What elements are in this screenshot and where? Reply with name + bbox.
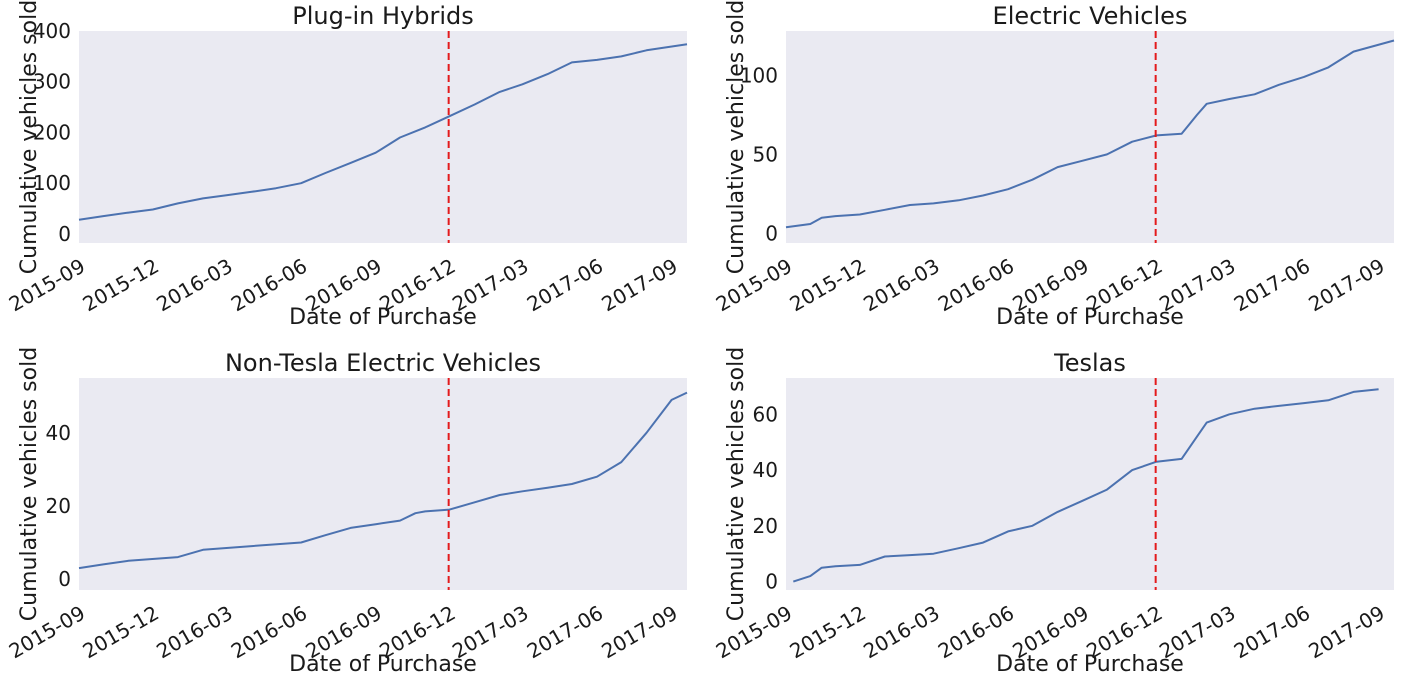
x-tick-label: 2015-12 <box>78 601 162 664</box>
series-line <box>785 39 1395 229</box>
chart-panel: 01002003004002015-092015-122016-032016-0… <box>5 0 688 330</box>
y-tick-label: 20 <box>46 494 71 518</box>
y-tick-label: 300 <box>33 70 71 94</box>
series-line <box>792 388 1379 583</box>
y-tick-label: 20 <box>753 514 778 538</box>
chart-panel: 0501002015-092015-122016-032016-062016-0… <box>712 0 1395 330</box>
y-tick-label: 0 <box>58 567 71 591</box>
y-tick-label: 100 <box>740 63 778 87</box>
x-tick-label: 2017-06 <box>523 601 607 664</box>
y-tick-label: 400 <box>33 19 71 43</box>
x-tick-label: 2015-12 <box>785 254 869 317</box>
x-axis-label: Date of Purchase <box>289 652 477 677</box>
y-tick-label: 0 <box>58 222 71 246</box>
series-line <box>78 43 688 221</box>
y-tick-label: 40 <box>753 458 778 482</box>
x-tick-label: 2017-09 <box>1304 254 1388 317</box>
x-tick-label: 2016-03 <box>152 254 236 317</box>
x-tick-label: 2017-09 <box>597 601 681 664</box>
y-tick-label: 0 <box>765 222 778 246</box>
x-tick-label: 2017-09 <box>597 254 681 317</box>
x-tick-label: 2017-06 <box>1230 254 1314 317</box>
y-tick-label: 0 <box>765 570 778 594</box>
plot-area <box>79 31 687 243</box>
chart-title: Electric Vehicles <box>993 2 1188 30</box>
chart-title: Non-Tesla Electric Vehicles <box>225 349 541 377</box>
plot-area <box>786 31 1394 243</box>
x-axis-label: Date of Purchase <box>289 305 477 330</box>
chart-title: Plug-in Hybrids <box>292 2 474 30</box>
y-tick-label: 60 <box>753 402 778 426</box>
y-tick-label: 100 <box>33 171 71 195</box>
x-axis-label: Date of Purchase <box>996 652 1184 677</box>
chart-title: Teslas <box>1053 349 1126 377</box>
y-axis-label: Cumulative vehicles sold <box>724 0 749 274</box>
y-axis-label: Cumulative vehicles sold <box>17 347 42 621</box>
plot-area <box>79 378 687 590</box>
y-tick-label: 200 <box>33 120 71 144</box>
y-axis-label: Cumulative vehicles sold <box>724 347 749 621</box>
chart-panel: 020402015-092015-122016-032016-062016-09… <box>5 347 688 677</box>
y-axis-label: Cumulative vehicles sold <box>17 0 42 274</box>
x-tick-label: 2015-12 <box>785 601 869 664</box>
x-tick-label: 2016-03 <box>859 254 943 317</box>
x-tick-label: 2016-03 <box>859 601 943 664</box>
chart-panel: 02040602015-092015-122016-032016-062016-… <box>712 347 1394 677</box>
x-axis-label: Date of Purchase <box>996 305 1184 330</box>
series-line <box>78 391 688 570</box>
x-tick-label: 2017-06 <box>1230 601 1314 664</box>
plot-area <box>786 378 1394 590</box>
x-tick-label: 2016-03 <box>152 601 236 664</box>
x-tick-label: 2015-12 <box>78 254 162 317</box>
x-tick-label: 2017-06 <box>523 254 607 317</box>
y-tick-label: 50 <box>753 142 778 166</box>
x-tick-label: 2017-09 <box>1304 601 1388 664</box>
y-tick-label: 40 <box>46 421 71 445</box>
